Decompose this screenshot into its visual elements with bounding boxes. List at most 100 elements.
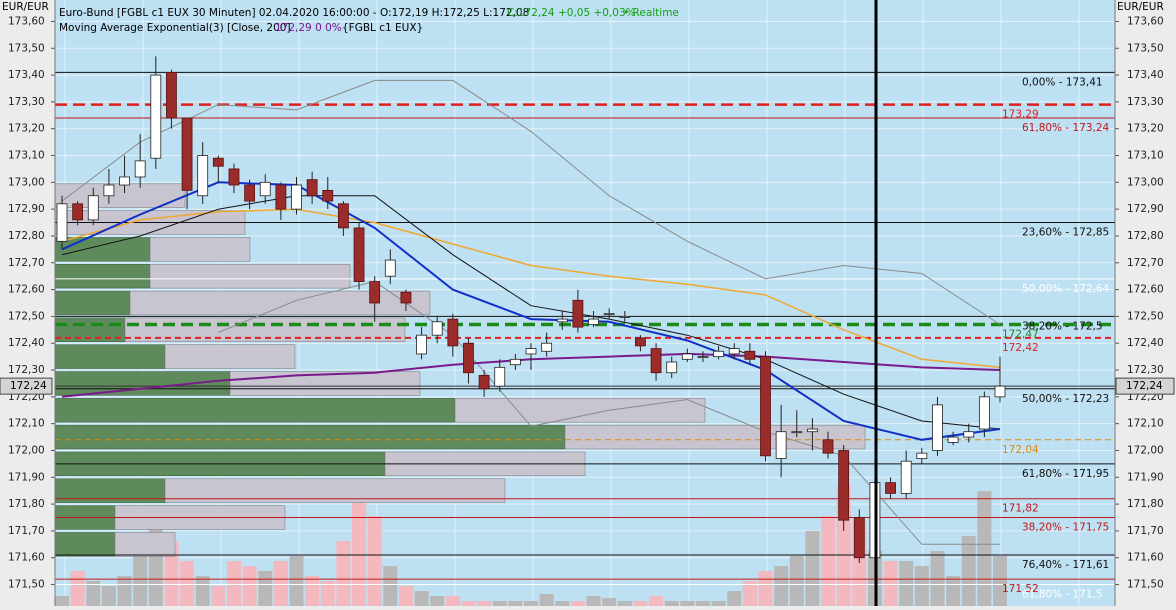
profile-value-area — [54, 237, 151, 262]
header-status: • Realtime — [623, 7, 679, 19]
volume-bar — [649, 596, 664, 606]
profile-outside — [129, 290, 431, 316]
y-tick-label: 171,50 — [8, 579, 45, 591]
level-label: 172,42 — [1002, 342, 1039, 354]
volume-bar — [586, 596, 601, 606]
candle-body — [197, 155, 209, 197]
y-tick-label: 173,30 — [8, 96, 45, 108]
y-tick-label: 172,50 — [8, 310, 45, 322]
profile-outside — [164, 478, 506, 503]
volume-bar — [805, 531, 820, 606]
candle-body — [822, 439, 834, 454]
right-axis-label: EUR/EUR — [1117, 1, 1164, 13]
candle-body — [275, 184, 287, 210]
candle-body — [87, 195, 99, 221]
y-tick-label: 173,30 — [1127, 96, 1164, 108]
candle-body — [541, 342, 553, 352]
volume-bar — [117, 576, 132, 606]
volume-bar — [664, 601, 679, 606]
volume-bar — [899, 561, 914, 606]
profile-value-area — [54, 424, 566, 450]
y-tick-label: 172,70 — [8, 257, 45, 269]
volume-bar — [993, 556, 1007, 606]
indicator-name: Moving Average Exponential(3) [Close, 20… — [59, 22, 291, 34]
candle-body — [681, 353, 693, 360]
level-label: 171,82 — [1002, 503, 1039, 515]
y-tick-label: 172,30 — [8, 364, 45, 376]
y-tick-label: 173,60 — [8, 15, 45, 27]
volume-bar — [70, 571, 85, 606]
candle-body — [416, 334, 427, 355]
volume-bar — [273, 561, 288, 606]
volume-bar — [211, 586, 226, 606]
candle-body — [556, 318, 568, 323]
volume-bar — [320, 581, 335, 606]
y-tick-label: 172,00 — [1127, 444, 1164, 456]
candle-body — [603, 313, 615, 316]
candle-body — [509, 358, 521, 366]
volume-bar — [789, 556, 804, 606]
volume-bar — [617, 601, 632, 606]
candle-body — [431, 321, 443, 336]
volume-bar — [258, 571, 273, 606]
candle-body — [337, 203, 349, 229]
volume-bar — [742, 581, 757, 606]
level-label: 61,80% - 171,95 — [1022, 468, 1109, 480]
profile-value-area — [54, 398, 456, 423]
candle-body — [885, 482, 896, 494]
y-tick-label: 172,60 — [8, 284, 45, 296]
candle-body — [697, 356, 709, 359]
plot-layer — [51, 20, 1119, 606]
profile-outside — [164, 344, 296, 369]
indicator-line — [61, 195, 1001, 430]
candle-body — [588, 318, 599, 325]
right-axis-bg — [1115, 0, 1176, 606]
candle-body — [212, 157, 224, 167]
y-tick-label: 171,80 — [8, 498, 45, 510]
candle-body — [353, 227, 365, 282]
volume-bar — [774, 566, 789, 606]
volume-bar — [226, 561, 241, 606]
candle-body — [775, 431, 787, 459]
profile-value-area — [54, 344, 166, 369]
y-tick-label: 172,80 — [1127, 230, 1164, 242]
y-tick-label: 173,40 — [8, 69, 45, 81]
y-tick-label: 172,40 — [8, 337, 45, 349]
volume-bar — [961, 536, 976, 606]
candle-body — [291, 184, 302, 210]
candle-body — [916, 452, 928, 459]
indicator-symbol: {FGBL c1 EUX} — [342, 22, 423, 34]
volume-bar — [477, 601, 492, 606]
candle-body — [306, 179, 318, 197]
y-tick-label: 173,40 — [1127, 69, 1164, 81]
candle-body — [259, 181, 271, 197]
level-label: 76,40% - 171,61 — [1022, 559, 1109, 571]
candle-body — [932, 404, 943, 451]
y-tick-label: 173,50 — [1127, 42, 1164, 54]
volume-bar — [946, 576, 961, 606]
y-tick-label: 172,50 — [1127, 310, 1164, 322]
volume-bar — [305, 576, 320, 606]
y-tick-label: 172,90 — [1127, 203, 1164, 215]
y-tick-label: 172,10 — [8, 418, 45, 430]
profile-value-area — [54, 264, 151, 289]
candle-body — [103, 184, 115, 197]
volume-bar — [680, 601, 695, 606]
y-tick-label: 171,70 — [8, 525, 45, 537]
candle-body — [807, 428, 818, 433]
candle-body — [72, 203, 84, 221]
volume-bar — [711, 601, 726, 606]
candle-body — [228, 168, 240, 186]
volume-bar — [101, 586, 116, 606]
y-tick-label: 173,20 — [1127, 123, 1164, 135]
volume-bar — [555, 601, 570, 606]
left-axis-label: EUR/EUR — [2, 1, 49, 13]
volume-bar — [539, 594, 554, 606]
profile-value-area — [54, 290, 131, 316]
level-label: 61,80% - 171,5 — [1022, 589, 1103, 601]
level-label: 0,00% - 173,41 — [1022, 76, 1103, 88]
y-tick-label: 172,70 — [1127, 257, 1164, 269]
candle-body — [744, 350, 756, 360]
y-tick-label: 172,30 — [1127, 364, 1164, 376]
